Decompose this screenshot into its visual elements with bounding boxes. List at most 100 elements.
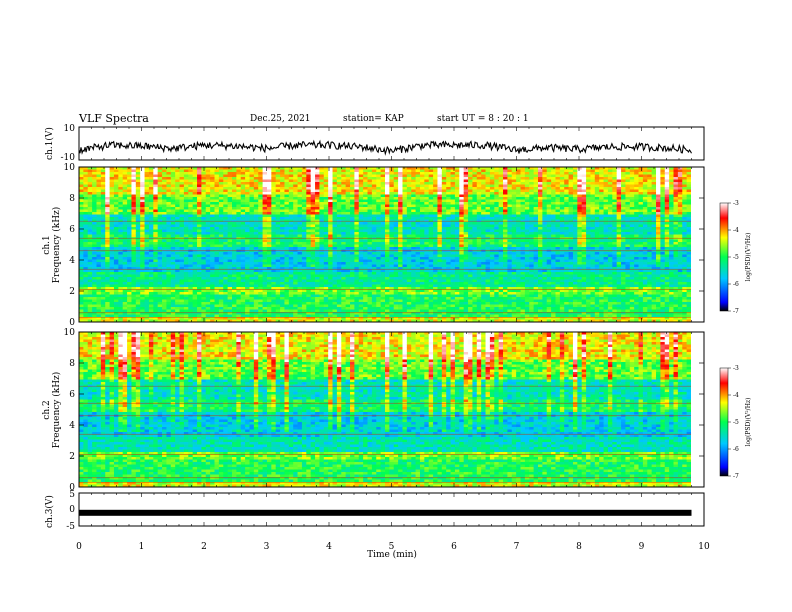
spectrogram-cell: [288, 187, 294, 190]
spectrogram-cell: [249, 284, 255, 288]
spectrogram-cell: [424, 179, 430, 183]
spectrogram-cell: [205, 197, 211, 200]
spectrogram-cell: [240, 167, 246, 170]
spectrogram-cell: [218, 287, 224, 290]
spectrogram-cell: [402, 234, 408, 238]
spectrogram-cell: [323, 277, 329, 280]
spectrogram-cell: [376, 284, 382, 288]
spectrogram-cell: [411, 262, 416, 265]
spectrogram-cell: [240, 242, 246, 245]
spectrogram-cell: [415, 282, 421, 285]
spectrogram-cell: [385, 252, 390, 255]
spectrogram-cell: [350, 174, 355, 178]
spectrogram-cell: [87, 284, 93, 288]
spectrogram-cell: [389, 264, 395, 268]
spectrogram-cell: [332, 292, 338, 295]
spectrogram-cell: [148, 289, 154, 293]
spectrogram-cell: [92, 302, 97, 305]
spectrogram-cell: [288, 287, 294, 290]
spectrogram-cell: [188, 299, 194, 303]
spectrogram-cell: [218, 199, 224, 203]
spectrogram-cell: [113, 272, 119, 275]
spectrogram-cell: [385, 247, 390, 250]
spectrogram-cell: [284, 289, 290, 293]
spectrogram-cell: [92, 259, 97, 263]
spectrogram-cell: [144, 307, 150, 310]
spectrogram-cell: [398, 244, 403, 248]
spectrogram-cell: [245, 287, 250, 290]
spectrogram-cell: [148, 319, 154, 323]
spectrogram-cell: [393, 299, 399, 303]
spectrogram-cell: [249, 252, 255, 255]
spectrogram-cell: [100, 172, 106, 175]
spectrogram-cell: [297, 174, 303, 178]
spectrogram-cell: [127, 307, 132, 310]
spectrogram-cell: [210, 227, 215, 230]
spectrogram-cell: [96, 314, 102, 318]
spectrogram-cell: [297, 184, 303, 188]
spectrogram-cell: [393, 169, 399, 173]
spectrogram-cell: [306, 269, 312, 273]
spectrogram-cell: [275, 304, 281, 308]
spectrogram-cell: [262, 202, 268, 205]
spectrogram-cell: [218, 232, 224, 235]
spectrogram-cell: [258, 299, 263, 303]
spectrogram-cell: [271, 314, 277, 318]
spectrogram-cell: [328, 309, 333, 313]
spectrogram-cell: [214, 227, 220, 230]
spectrogram-cell: [284, 244, 290, 248]
spectrogram-cell: [79, 224, 84, 228]
spectrogram-cell: [166, 254, 172, 258]
spectrogram-cell: [367, 174, 373, 178]
spectrogram-cell: [258, 204, 263, 208]
spectrogram-cell: [127, 282, 132, 285]
spectrogram-cell: [236, 212, 242, 215]
spectrogram-cell: [389, 202, 395, 205]
spectrogram-cell: [315, 169, 320, 173]
spectrogram-cell: [140, 229, 145, 233]
spectrogram-cell: [271, 187, 277, 190]
spectrogram-cell: [96, 264, 102, 268]
spectrogram-cell: [336, 284, 342, 288]
spectrogram-cell: [424, 312, 430, 315]
spectrogram-cell: [109, 257, 115, 260]
spectrogram-cell: [245, 217, 250, 220]
spectrogram-cell: [336, 307, 342, 310]
spectrogram-cell: [131, 192, 137, 195]
spectrogram-cell: [83, 294, 89, 298]
spectrogram-cell: [385, 274, 390, 278]
spectrogram-cell: [288, 202, 294, 205]
spectrogram-cell: [253, 262, 259, 265]
spectrogram-cell: [232, 299, 237, 303]
spectrogram-cell: [406, 189, 412, 193]
spectrogram-cell: [424, 187, 430, 190]
spectrogram-cell: [166, 222, 172, 225]
spectrogram-cell: [232, 242, 237, 245]
spectrogram-cell: [166, 279, 172, 283]
spectrogram-cell: [284, 287, 290, 290]
spectrogram-cell: [332, 252, 338, 255]
spectrogram-cell: [323, 304, 329, 308]
spectrogram-cell: [301, 319, 307, 323]
spectrogram-cell: [301, 309, 307, 313]
spectrogram-cell: [332, 247, 338, 250]
spectrogram-cell: [214, 247, 220, 250]
spectrogram-cell: [258, 302, 263, 305]
spectrogram-cell: [87, 239, 93, 243]
spectrogram-cell: [350, 217, 355, 220]
spectrogram-cell: [214, 222, 220, 225]
spectrogram-cell: [406, 314, 412, 318]
spectrogram-cell: [398, 214, 403, 218]
spectrogram-cell: [201, 299, 207, 303]
spectrogram-cell: [419, 312, 425, 315]
spectrogram-cell: [402, 202, 408, 205]
spectrogram-cell: [232, 232, 237, 235]
spectrogram-cell: [92, 247, 97, 250]
spectrogram-cell: [371, 224, 377, 228]
spectrogram-cell: [371, 167, 377, 170]
spectrogram-cell: [297, 304, 303, 308]
spectrogram-cell: [336, 177, 342, 180]
spectrogram-cell: [310, 279, 316, 283]
spectrogram-cell: [157, 287, 163, 290]
spectrogram-cell: [210, 297, 215, 300]
